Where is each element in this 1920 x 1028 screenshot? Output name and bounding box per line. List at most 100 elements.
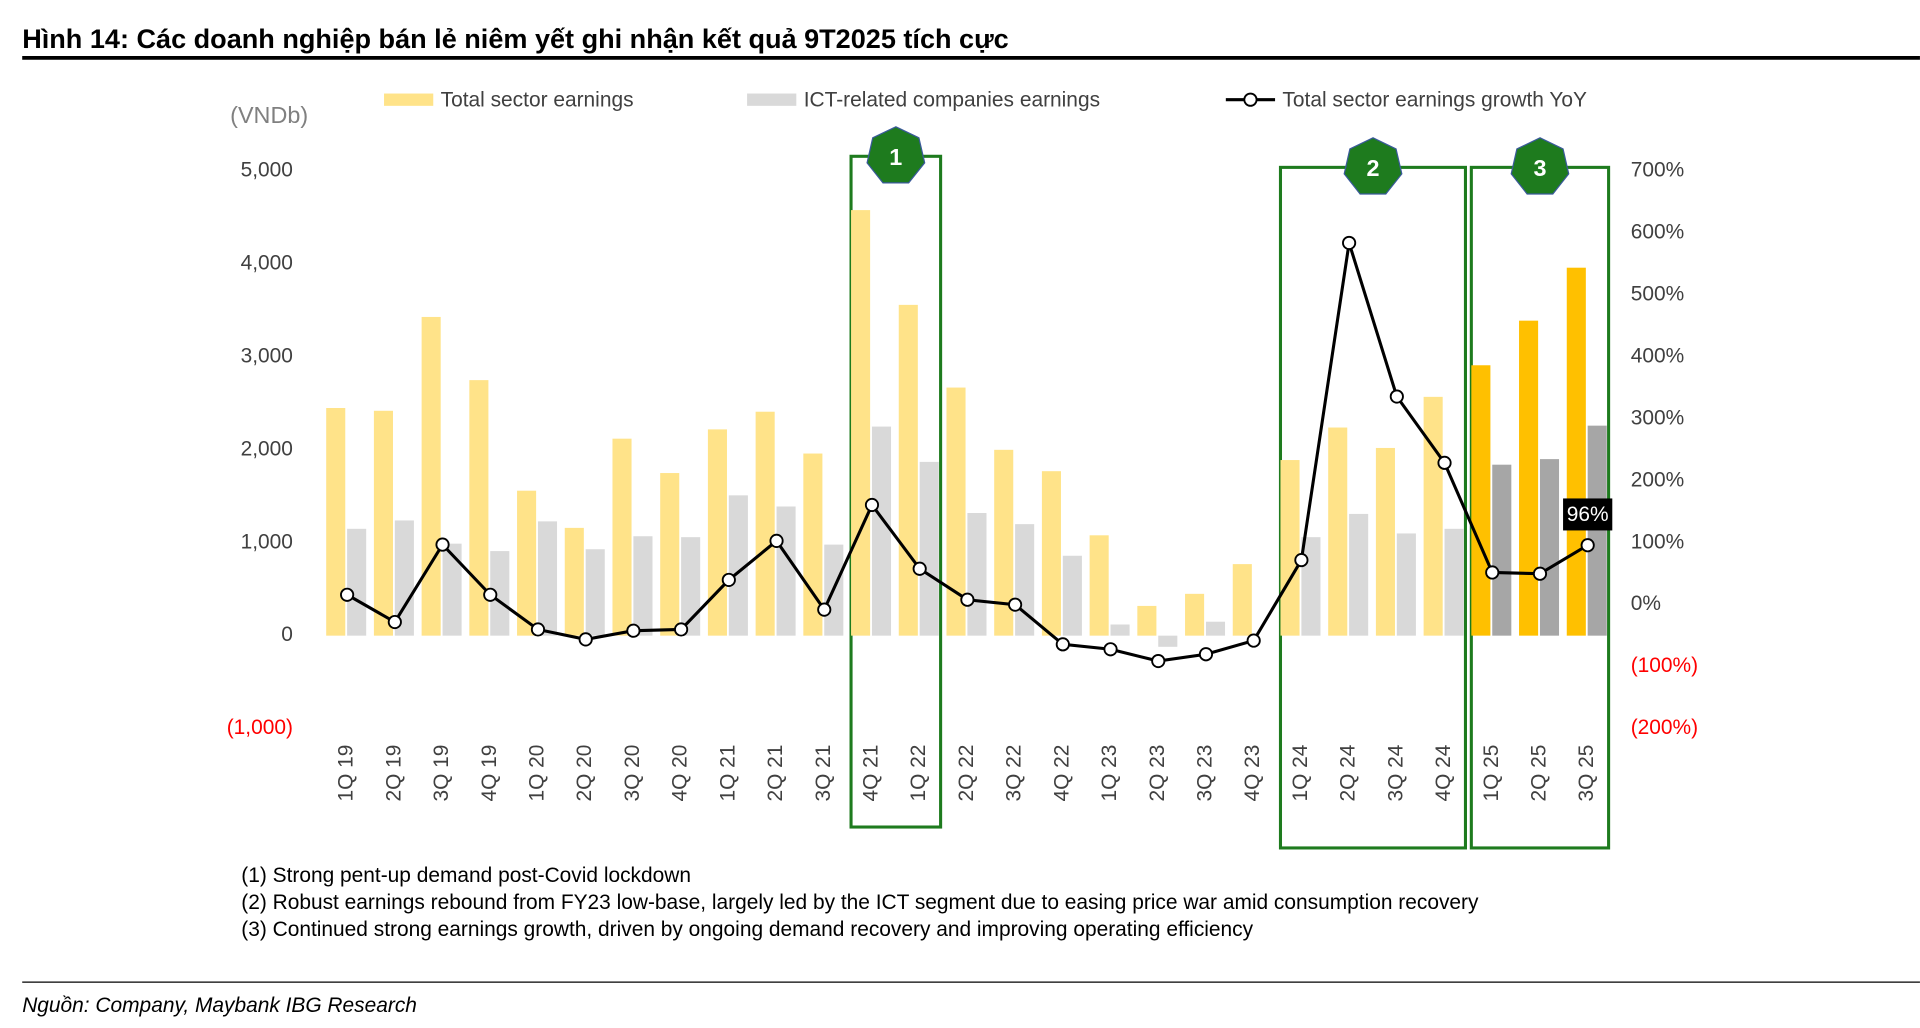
legend-label: ICT-related companies earnings (804, 88, 1100, 111)
line-point (1532, 566, 1548, 581)
line-point (1437, 455, 1452, 470)
x-tick-label: 4Q 24 (1432, 744, 1455, 801)
y-axis-label: (VNDb) (230, 102, 308, 128)
bar (1041, 471, 1061, 636)
bar (755, 411, 775, 636)
bar (1396, 533, 1416, 636)
line-point (1151, 653, 1166, 669)
y2-tick-label: 100% (1631, 530, 1684, 553)
legend-label: Total sector earnings (441, 88, 634, 111)
line-point (912, 561, 927, 576)
bar (776, 506, 796, 636)
x-tick-label: 2Q 24 (1337, 744, 1360, 801)
line-point (1055, 637, 1070, 652)
highlight-label: 2 (1366, 155, 1379, 181)
line-point (1294, 553, 1309, 568)
x-tick-label: 4Q 20 (669, 745, 692, 802)
highlight-badge (866, 126, 926, 184)
x-tick-label: 1Q 22 (907, 745, 930, 802)
bar (1566, 267, 1586, 636)
bar (707, 429, 727, 636)
line-point (817, 602, 832, 617)
bar (1158, 635, 1178, 647)
bar (803, 453, 823, 636)
bar (871, 426, 892, 636)
bar (1539, 459, 1560, 636)
y2-tick-label: 300% (1631, 406, 1684, 429)
y-tick-label: 4,000 (241, 252, 293, 275)
bar (946, 387, 966, 636)
bar (898, 304, 918, 636)
y2-tick-label: 0% (1631, 592, 1661, 615)
x-tick-label: 1Q 19 (335, 745, 358, 802)
bar (728, 495, 748, 636)
bar (585, 549, 605, 636)
line-point (387, 614, 402, 630)
y-tick-label: 2,000 (241, 437, 293, 460)
bar (660, 473, 680, 636)
bar (347, 528, 367, 636)
x-tick-label: 1Q 24 (1289, 744, 1312, 801)
line-point (435, 537, 450, 552)
y2-tick-label: (100%) (1631, 654, 1698, 677)
line-point (721, 572, 736, 587)
data-label: 96% (1567, 503, 1609, 526)
bar (919, 461, 939, 636)
note: (1) Strong pent-up demand post-Covid loc… (241, 864, 691, 887)
y2-tick-label: 700% (1631, 159, 1684, 182)
bar (490, 551, 510, 636)
bar (442, 543, 462, 636)
x-tick-label: 4Q 19 (478, 745, 501, 802)
line-point (1198, 647, 1214, 662)
line-point (530, 622, 546, 637)
y2-tick-label: 400% (1631, 344, 1684, 367)
line-point (1485, 565, 1500, 580)
bar (994, 449, 1014, 636)
x-tick-label: 1Q 20 (526, 745, 549, 802)
legend-label: Total sector earnings growth YoY (1282, 88, 1587, 111)
highlight-badge (1510, 137, 1570, 195)
x-tick-label: 3Q 24 (1384, 744, 1407, 801)
x-tick-label: 1Q 21 (716, 745, 739, 802)
bar (517, 490, 537, 636)
y2-tick-label: 200% (1631, 468, 1684, 491)
line-point (1580, 538, 1595, 553)
bar (537, 521, 558, 636)
line-point (1246, 633, 1261, 648)
line-point (1389, 389, 1404, 404)
bar (1328, 427, 1348, 636)
line-point (1008, 597, 1023, 612)
x-tick-label: 4Q 22 (1050, 745, 1073, 802)
x-tick-label: 4Q 21 (859, 745, 882, 802)
bar (851, 210, 871, 636)
line-point (864, 497, 880, 513)
bar (564, 527, 584, 636)
bar (681, 537, 701, 636)
line-point (960, 592, 975, 607)
legend-swatch (747, 93, 797, 106)
y-tick-label: 5,000 (241, 159, 293, 182)
bar (1519, 320, 1539, 636)
highlight-label: 3 (1533, 155, 1546, 181)
bar (1423, 396, 1443, 636)
figure-title: Hình 14: Các doanh nghiệp bán lẻ niêm yế… (22, 23, 1009, 54)
bar (967, 513, 987, 636)
bar (1089, 535, 1109, 636)
note: (2) Robust earnings rebound from FY23 lo… (241, 891, 1479, 914)
x-tick-label: 1Q 23 (1098, 745, 1121, 802)
line-point (340, 587, 355, 602)
bar (326, 408, 346, 636)
bar (1587, 425, 1607, 636)
x-tick-label: 4Q 23 (1241, 745, 1264, 802)
y-tick-label: (1,000) (227, 716, 293, 739)
bar (1280, 460, 1300, 636)
bar (1232, 564, 1252, 636)
bar (1185, 593, 1205, 636)
bar (1471, 365, 1491, 636)
y2-tick-label: (200%) (1631, 716, 1698, 739)
y2-tick-label: 500% (1631, 282, 1684, 305)
source: Nguồn: Company, Maybank IBG Research (22, 994, 417, 1017)
data-label-bg (1563, 498, 1613, 531)
